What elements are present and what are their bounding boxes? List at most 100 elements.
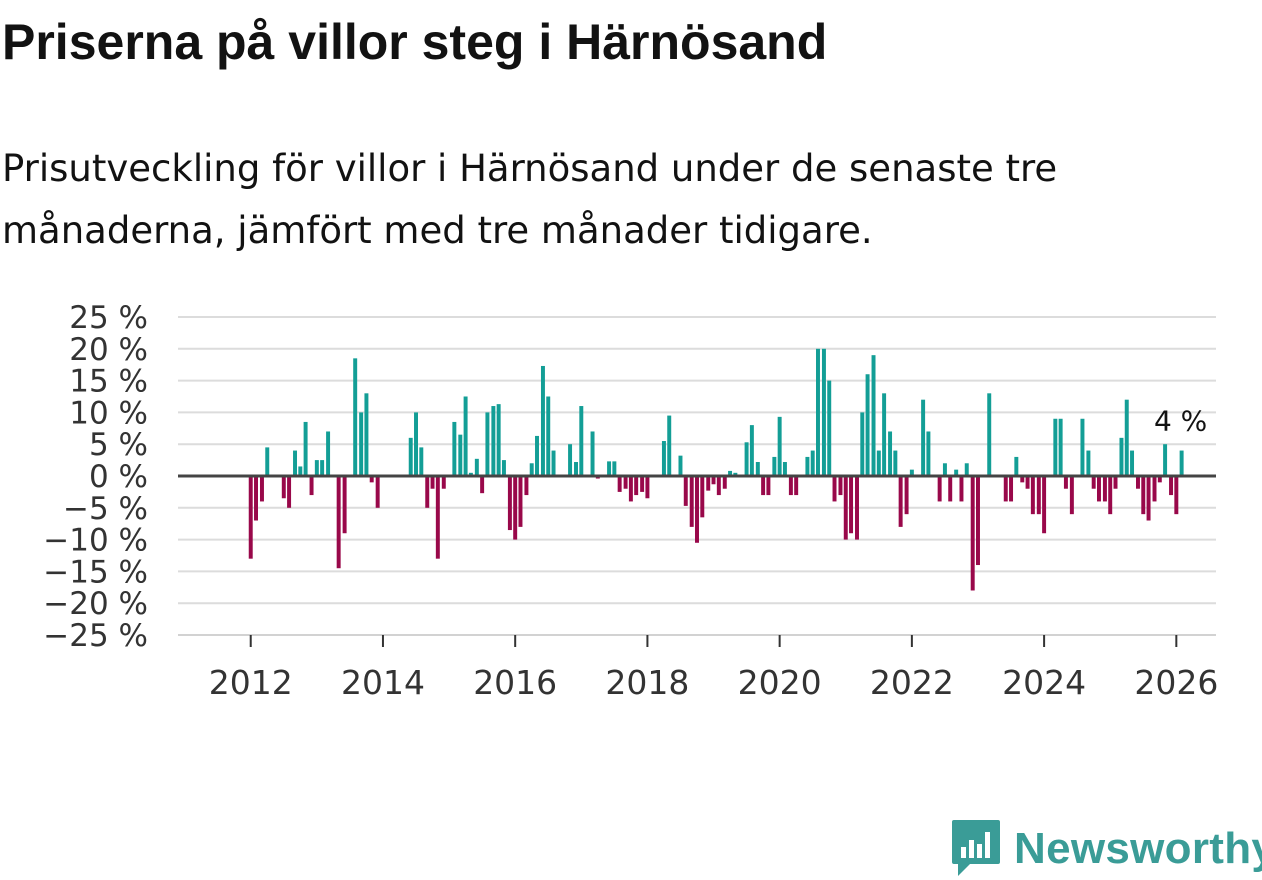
- bar: [876, 450, 881, 476]
- bar: [788, 476, 793, 496]
- bar: [849, 476, 854, 534]
- bar: [959, 476, 964, 502]
- bar: [298, 466, 303, 476]
- bar: [761, 476, 766, 496]
- bar: [320, 460, 325, 476]
- bar: [893, 450, 898, 476]
- bar: [1102, 476, 1107, 502]
- bar: [645, 476, 650, 499]
- bar: [1179, 450, 1184, 476]
- bar: [419, 447, 424, 476]
- bar: [888, 431, 893, 476]
- chart-subtitle: Prisutveckling för villor i Härnösand un…: [2, 147, 1058, 252]
- bar: [546, 396, 551, 476]
- bar: [590, 431, 595, 476]
- bar: [810, 450, 815, 476]
- bar: [909, 469, 914, 476]
- bar: [414, 412, 418, 476]
- bar: [832, 476, 837, 502]
- bar: [700, 476, 705, 518]
- bar: [1042, 476, 1047, 534]
- bar: [480, 476, 485, 494]
- bar: [485, 412, 490, 476]
- x-axis: 2012 2014 2016 2018 2020 2022 2024 2026: [178, 634, 1218, 702]
- chart-title: Priserna på villor steg i Härnösand: [2, 14, 828, 70]
- bar: [667, 415, 672, 476]
- bar: [430, 476, 435, 489]
- bar: [706, 476, 711, 491]
- bar: [855, 476, 859, 540]
- x-tick-label: 2016: [473, 663, 557, 702]
- bar: [408, 437, 413, 476]
- bar: [513, 476, 518, 540]
- bar: [782, 462, 787, 476]
- bar: [579, 406, 584, 476]
- bar: [1119, 437, 1124, 476]
- bar: [265, 447, 270, 476]
- bar: [1080, 418, 1085, 476]
- bar: [287, 476, 292, 508]
- y-tick-label: 10 %: [69, 395, 148, 431]
- bar: [259, 476, 264, 502]
- bar: [458, 434, 463, 476]
- x-tick-label: 2018: [605, 663, 689, 702]
- y-axis-labels: 25 %20 %15 %10 %5 %0 %−5 %−10 %−15 %−20 …: [43, 300, 148, 654]
- bar: [474, 458, 479, 476]
- x-tick-label: 2024: [1002, 663, 1086, 702]
- x-tick-label: 2026: [1134, 663, 1218, 702]
- bar: [871, 355, 876, 476]
- bar: [722, 476, 727, 489]
- bar: [766, 476, 771, 496]
- bar: [281, 476, 286, 499]
- y-tick-label: −5 %: [63, 491, 148, 527]
- bar: [463, 396, 468, 476]
- y-tick-label: −10 %: [43, 523, 148, 559]
- bar: [359, 412, 364, 476]
- bar: [540, 365, 545, 476]
- bar: [843, 476, 848, 540]
- bar: [1124, 399, 1129, 476]
- bar: [491, 406, 496, 476]
- bar: [711, 476, 716, 485]
- bar: [954, 469, 959, 476]
- x-tick-label: 2020: [738, 663, 822, 702]
- y-tick-label: −15 %: [43, 554, 148, 590]
- bar: [733, 472, 738, 476]
- bar: [369, 476, 374, 483]
- y-tick-label: −25 %: [43, 618, 148, 654]
- bar: [948, 476, 953, 502]
- bar: [574, 462, 578, 476]
- bar: [821, 348, 826, 476]
- bar: [1096, 476, 1101, 502]
- bar: [827, 380, 832, 476]
- bar: [749, 425, 754, 476]
- bar: [904, 476, 909, 515]
- bar: [1141, 476, 1146, 515]
- bar: [551, 450, 556, 476]
- bar: [607, 461, 612, 476]
- bar: [441, 476, 446, 489]
- bar: [1009, 476, 1014, 502]
- bar: [640, 476, 645, 492]
- x-tick-label: 2012: [209, 663, 293, 702]
- latest-value-label: 4 %: [1154, 405, 1207, 438]
- bar: [898, 476, 903, 527]
- y-tick-label: −20 %: [43, 586, 148, 622]
- bar: [524, 476, 529, 496]
- bar: [695, 476, 699, 543]
- bar: [744, 442, 749, 476]
- bar: [1130, 450, 1135, 476]
- bar: [976, 476, 980, 566]
- bar: [1136, 476, 1140, 489]
- bar: [794, 476, 799, 496]
- bar: [1152, 476, 1157, 502]
- annotations: 4 %: [1154, 405, 1207, 438]
- x-tick-label: 2014: [341, 663, 425, 702]
- bar: [805, 456, 810, 476]
- y-tick-label: 20 %: [69, 332, 148, 368]
- bar: [755, 462, 760, 476]
- bar: [937, 476, 942, 502]
- bar: [1063, 476, 1068, 489]
- bar: [1025, 476, 1030, 489]
- bars: [248, 348, 1184, 591]
